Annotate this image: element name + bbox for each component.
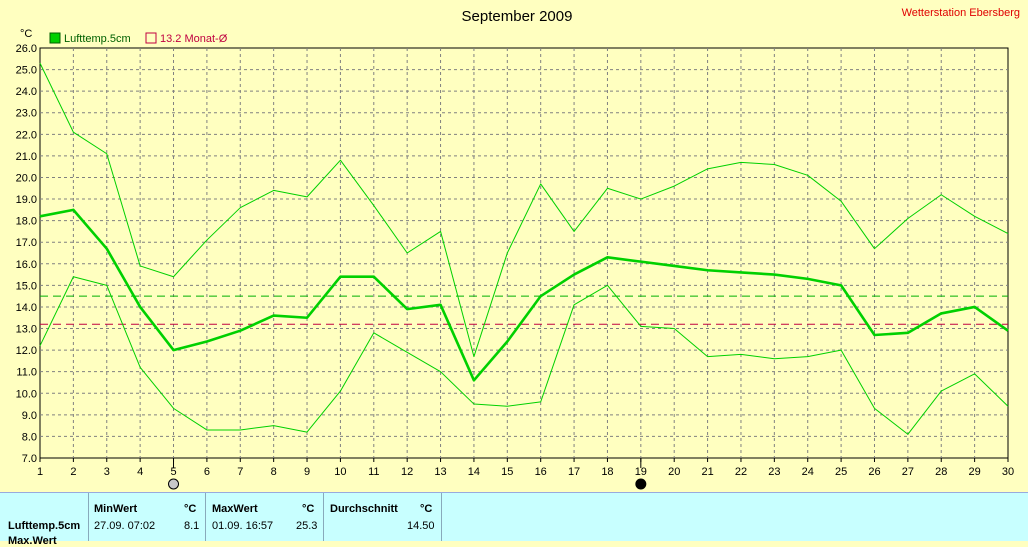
stats-divider: [88, 493, 89, 541]
y-tick-label: 18.0: [16, 216, 37, 228]
new-moon-icon: [635, 478, 647, 490]
x-tick-label: 9: [304, 466, 310, 478]
y-tick-label: 14.0: [16, 302, 37, 314]
series-line-max: [39, 62, 1009, 358]
x-tick-label: 5: [170, 466, 176, 478]
x-tick-label: 12: [401, 466, 413, 478]
x-tick-label: 11: [368, 466, 379, 478]
y-tick-label: 8.0: [22, 431, 37, 443]
legend-label-monthly-average: 13.2 Monat-Ø: [160, 33, 228, 45]
x-tick-label: 22: [735, 466, 747, 478]
x-tick-label: 21: [701, 466, 713, 478]
y-tick-label: 12.0: [16, 345, 37, 357]
x-tick-label: 25: [835, 466, 847, 478]
x-tick-label: 19: [635, 466, 647, 478]
statistics-panel: MinWert °C MaxWert °C Durchschnitt °C Lu…: [0, 492, 1028, 547]
legend-label-lufttemp: Lufttemp.5cm: [64, 33, 131, 45]
y-tick-label: 15.0: [16, 280, 37, 292]
y-tick-label: 7.0: [22, 453, 37, 465]
station-name: Wetterstation Ebersberg: [902, 7, 1020, 19]
max-unit: °C: [302, 503, 315, 515]
x-tick-label: 10: [334, 466, 346, 478]
max-time: 01.09. 16:57: [212, 520, 274, 532]
x-tick-label: 8: [271, 466, 277, 478]
plot-area: [39, 47, 1009, 459]
min-unit: °C: [184, 503, 197, 515]
x-tick-label: 15: [501, 466, 513, 478]
avg-unit: °C: [420, 503, 433, 515]
max-header: MaxWert: [212, 503, 258, 515]
stats-divider: [205, 493, 206, 541]
y-tick-label: 9.0: [22, 410, 37, 422]
legend-swatch-monthly-average: [145, 32, 157, 44]
stats-divider: [441, 493, 442, 541]
chart-title: September 2009: [462, 8, 573, 25]
x-tick-label: 20: [668, 466, 680, 478]
x-tick-label: 2: [70, 466, 76, 478]
x-tick-label: 17: [568, 466, 580, 478]
x-tick-label: 7: [237, 466, 243, 478]
series-lines: [39, 62, 1009, 435]
y-tick-label: 19.0: [16, 194, 37, 206]
y-tick-label: 21.0: [16, 151, 37, 163]
x-tick-label: 13: [434, 466, 446, 478]
x-tick-label: 30: [1002, 466, 1014, 478]
stats-row-label: Lufttemp.5cm: [8, 520, 81, 532]
x-tick-label: 4: [137, 466, 143, 478]
y-tick-label: 23.0: [16, 108, 37, 120]
max-value: 25.3: [296, 520, 318, 532]
y-tick-label: 26.0: [16, 43, 37, 55]
x-axis-ticks: 1 2 3 4 5 6 7 8 9 10 11 12 13 14 15 16 17 18 19 20 21 22 23 24 2…: [37, 458, 1014, 478]
x-tick-label: 24: [802, 466, 814, 478]
avg-header: Durchschnitt: [330, 503, 398, 515]
x-tick-label: 16: [535, 466, 547, 478]
grid-lines: [40, 48, 1008, 458]
series-line-min: [39, 276, 1009, 435]
y-tick-label: 17.0: [16, 237, 37, 249]
x-tick-label: 14: [468, 466, 480, 478]
y-tick-label: 16.0: [16, 259, 37, 271]
x-tick-label: 26: [868, 466, 880, 478]
stats-row2-label: Max.Wert: [8, 535, 57, 547]
y-tick-label: 20.0: [16, 172, 37, 184]
x-tick-label: 6: [204, 466, 210, 478]
x-tick-label: 28: [935, 466, 947, 478]
x-tick-label: 18: [601, 466, 613, 478]
reference-lines: [40, 295, 1008, 325]
x-tick-label: 1: [37, 466, 43, 478]
y-tick-label: 10.0: [16, 388, 37, 400]
avg-value: 14.50: [407, 520, 435, 532]
temperature-chart: September 2009 Wetterstation Ebersberg °…: [16, 7, 1020, 490]
min-value: 8.1: [184, 520, 200, 532]
y-axis-unit: °C: [20, 28, 32, 40]
x-tick-label: 29: [968, 466, 980, 478]
legend-swatch-lufttemp: [49, 32, 61, 44]
x-tick-label: 27: [902, 466, 914, 478]
y-axis-ticks: 7.0 8.0 9.0 10.0 11.0 12.0 13.0 14.0 15.0 16.0 17.…: [16, 43, 37, 465]
min-header: MinWert: [94, 503, 138, 515]
y-tick-label: 11.0: [16, 367, 37, 379]
series-line-mean: [39, 208, 1009, 382]
y-tick-label: 25.0: [16, 65, 37, 77]
x-tick-label: 23: [768, 466, 780, 478]
y-tick-label: 24.0: [16, 86, 37, 98]
moon-phases: [168, 458, 647, 490]
legend: Lufttemp.5cm 13.2 Monat-Ø: [49, 32, 228, 45]
y-tick-label: 13.0: [16, 324, 37, 336]
stats-divider: [323, 493, 324, 541]
min-time: 27.09. 07:02: [94, 520, 156, 532]
y-tick-label: 22.0: [16, 129, 37, 141]
full-moon-icon: [168, 478, 180, 490]
x-tick-label: 3: [104, 466, 110, 478]
